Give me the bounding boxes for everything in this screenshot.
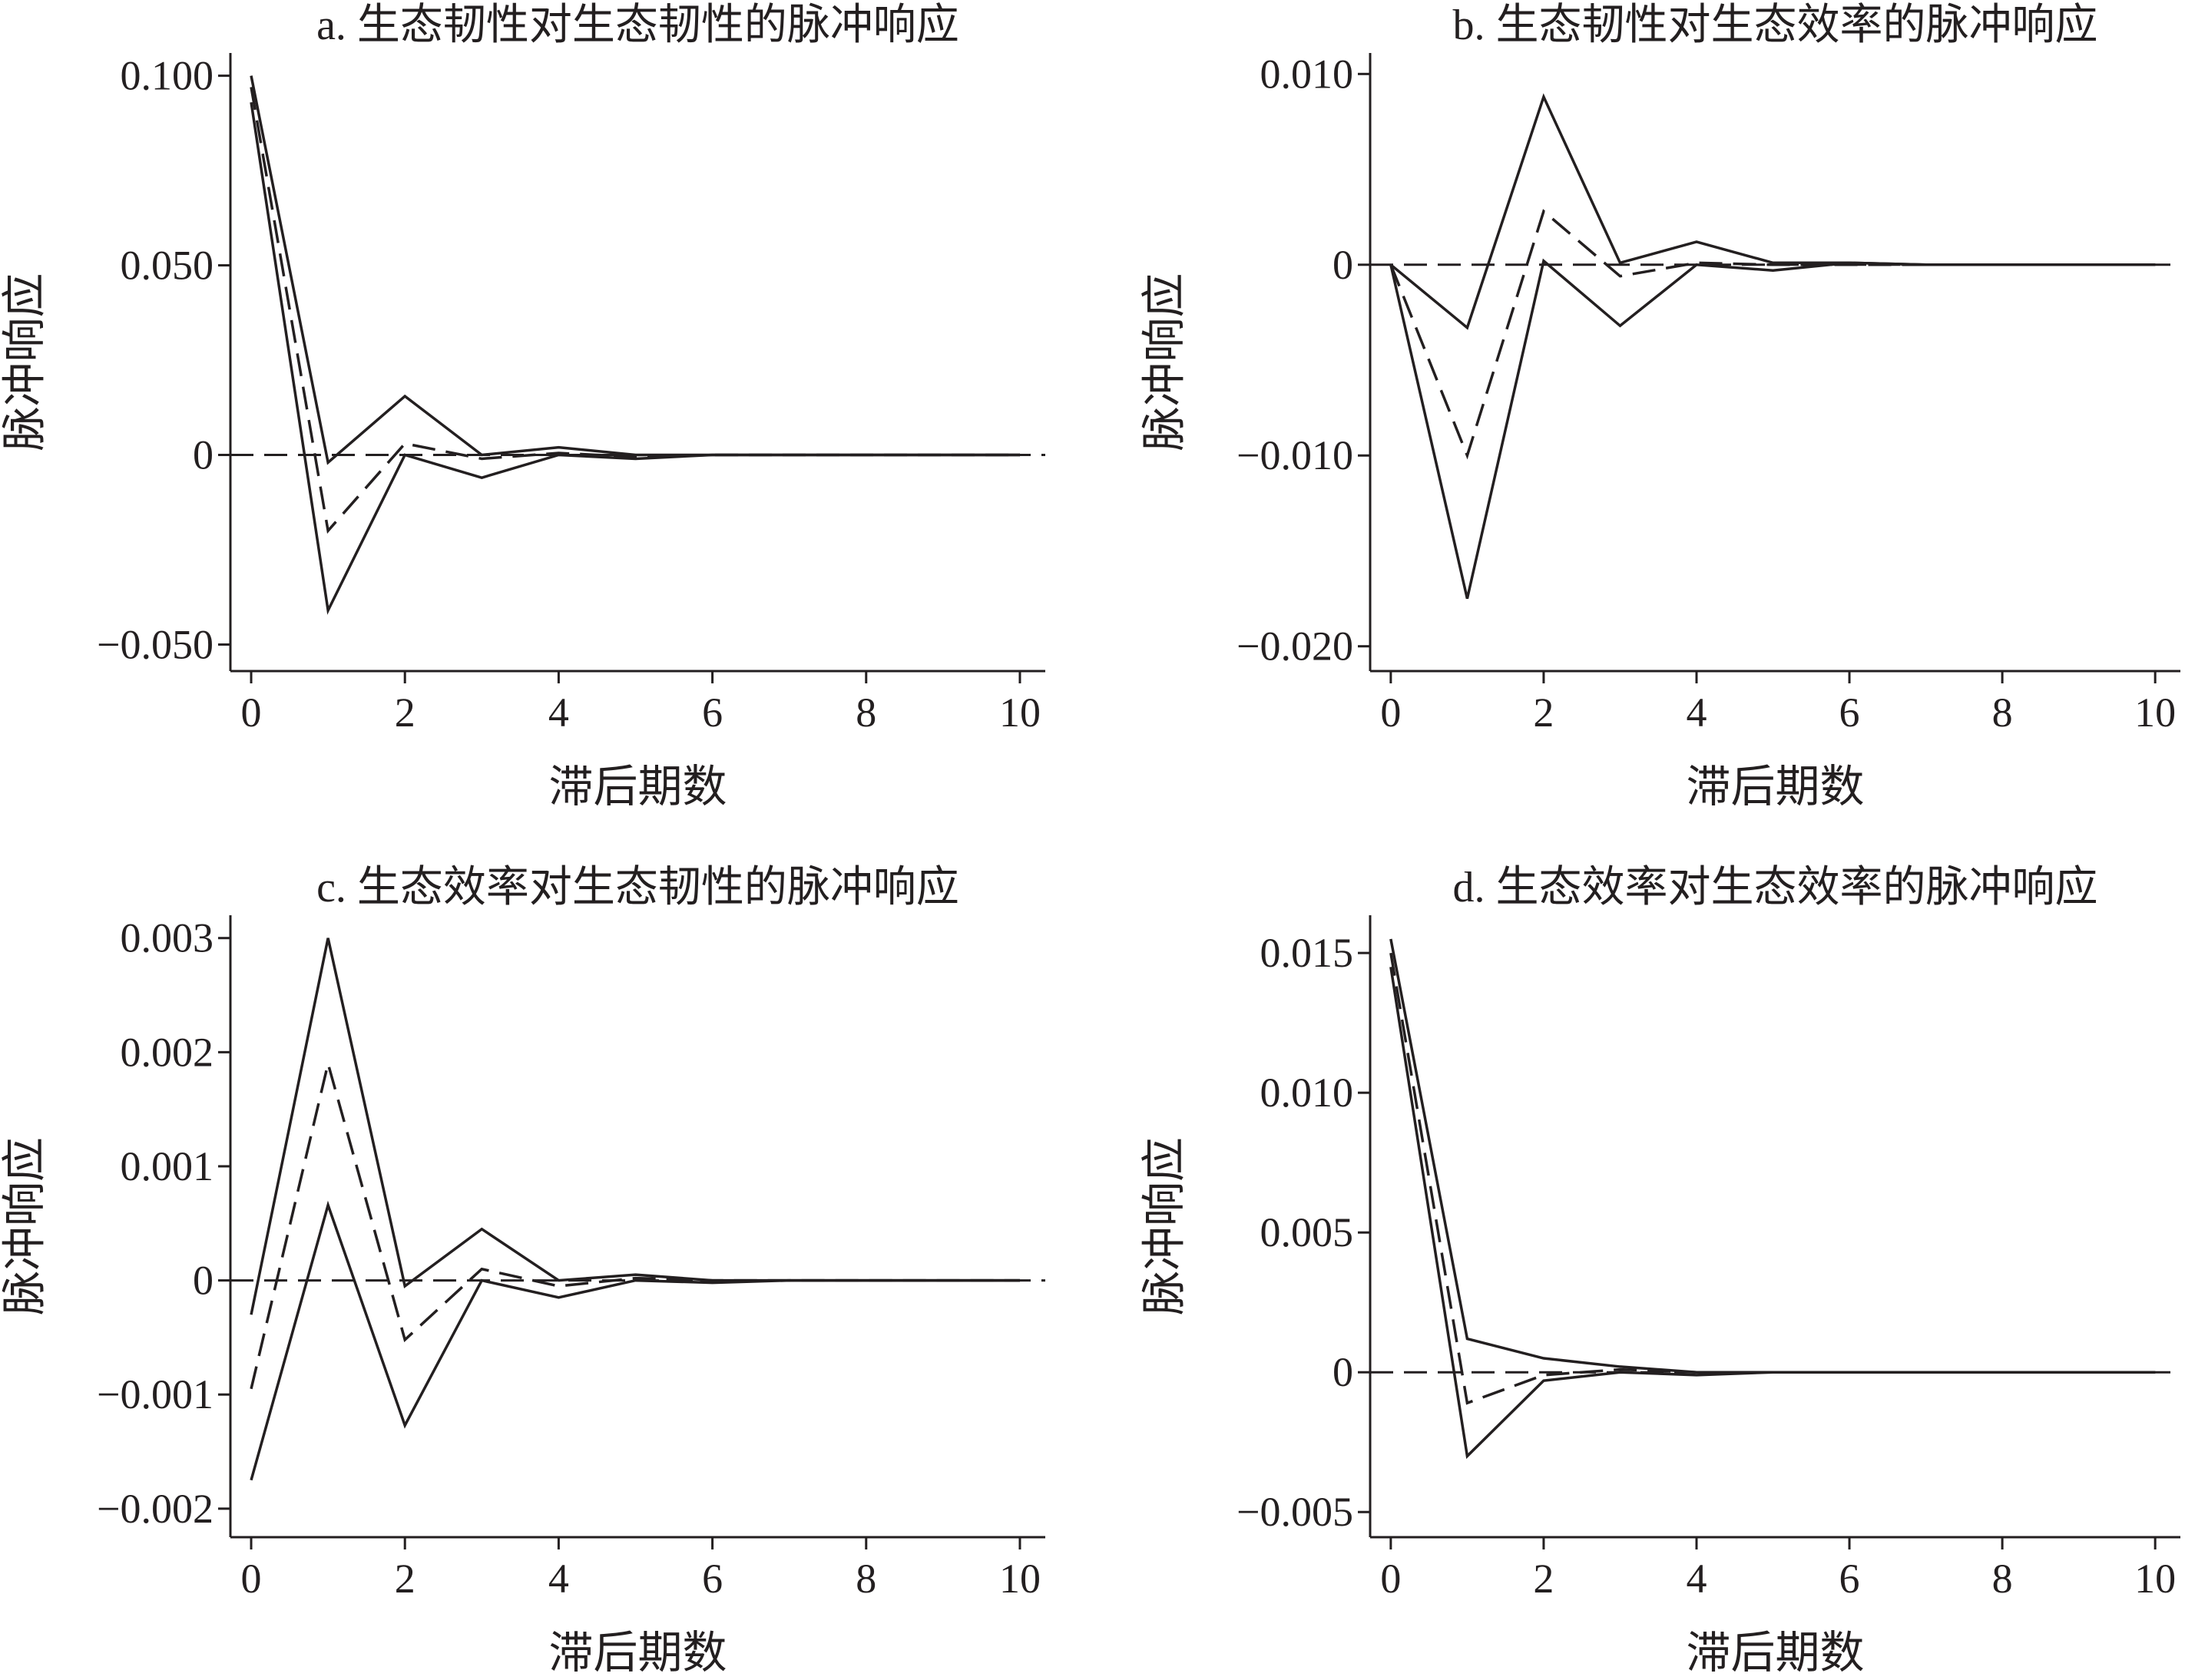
y-tick-label: 0.050 bbox=[121, 243, 214, 289]
x-tick-label: 10 bbox=[2134, 1556, 2176, 1602]
x-axis-label: 滞后期数 bbox=[1686, 762, 1864, 812]
series-line bbox=[1389, 209, 2156, 460]
x-tick-label: 8 bbox=[1992, 690, 2013, 736]
y-tick-label: 0.010 bbox=[1260, 1070, 1354, 1116]
y-tick-label: 0.005 bbox=[1260, 1209, 1354, 1255]
x-tick-label: 2 bbox=[1533, 1556, 1554, 1602]
y-tick-label: −0.002 bbox=[97, 1486, 214, 1532]
x-tick-label: 0 bbox=[241, 690, 262, 736]
y-tick-label: 0 bbox=[1333, 242, 1353, 288]
y-tick-label: −0.005 bbox=[1237, 1489, 1353, 1535]
series-line bbox=[1389, 952, 2156, 1405]
series-line bbox=[1389, 967, 2156, 1460]
series-line bbox=[1389, 938, 2156, 1374]
x-tick-label: 6 bbox=[1839, 690, 1860, 736]
series-line bbox=[250, 1200, 1020, 1481]
x-tick-label: 2 bbox=[395, 1556, 415, 1602]
x-tick-label: 10 bbox=[999, 1556, 1041, 1602]
chart-title: b. 生态韧性对生态效率的脉冲响应 bbox=[1453, 2, 2098, 49]
series-line bbox=[250, 101, 1020, 615]
panel: c. 生态效率对生态韧性的脉冲响应 −0.002 −0.001 0 0.001 0.002… bbox=[0, 864, 1045, 1678]
x-tick-label: 10 bbox=[2134, 690, 2176, 736]
y-tick-label: −0.010 bbox=[1237, 432, 1353, 478]
x-tick-label: 2 bbox=[395, 690, 415, 736]
x-tick-label: 0 bbox=[1380, 1556, 1401, 1602]
panel: b. 生态韧性对生态效率的脉冲响应 −0.020 −0.010 0 0.010 0 2 4 6 8… bbox=[1139, 2, 2180, 812]
y-axis-label: 脉冲响应 bbox=[1139, 273, 1189, 451]
x-axis-label: 滞后期数 bbox=[548, 762, 727, 812]
panel: a. 生态韧性对生态韧性的脉冲响应 −0.050 0 0.050 0.100 0 2 4 6 8 1… bbox=[0, 2, 1045, 812]
y-tick-label: 0.015 bbox=[1260, 930, 1354, 976]
x-tick-label: 2 bbox=[1533, 690, 1554, 736]
series-line bbox=[250, 75, 1020, 465]
chart-title: a. 生态韧性对生态韧性的脉冲响应 bbox=[316, 2, 959, 49]
x-tick-label: 0 bbox=[241, 1556, 262, 1602]
y-axis-label: 脉冲响应 bbox=[0, 273, 49, 451]
y-axis-label: 脉冲响应 bbox=[1139, 1137, 1189, 1315]
x-tick-label: 4 bbox=[1686, 690, 1707, 736]
x-tick-label: 8 bbox=[1992, 1556, 2013, 1602]
chart-title: d. 生态效率对生态效率的脉冲响应 bbox=[1453, 864, 2098, 911]
x-tick-label: 8 bbox=[856, 690, 876, 736]
x-tick-label: 6 bbox=[702, 690, 723, 736]
x-tick-label: 6 bbox=[1839, 1556, 1860, 1602]
y-tick-label: 0.100 bbox=[121, 53, 214, 99]
y-axis-label: 脉冲响应 bbox=[0, 1137, 49, 1315]
y-tick-label: 0 bbox=[193, 432, 214, 478]
x-tick-label: 4 bbox=[548, 1556, 569, 1602]
panel: d. 生态效率对生态效率的脉冲响应 −0.005 0 0.005 0.010 0.015 0… bbox=[1139, 864, 2180, 1678]
y-tick-label: 0 bbox=[1333, 1349, 1353, 1395]
x-tick-label: 4 bbox=[1686, 1556, 1707, 1602]
y-tick-label: −0.020 bbox=[1237, 623, 1353, 670]
y-tick-label: −0.050 bbox=[97, 621, 214, 667]
x-axis-label: 滞后期数 bbox=[548, 1628, 727, 1676]
x-tick-label: 10 bbox=[999, 690, 1041, 736]
y-tick-label: 0.002 bbox=[121, 1029, 214, 1075]
x-tick-label: 6 bbox=[702, 1556, 723, 1602]
x-tick-label: 8 bbox=[856, 1556, 876, 1602]
series-line bbox=[250, 87, 1020, 534]
x-tick-label: 4 bbox=[548, 690, 569, 736]
y-tick-label: −0.001 bbox=[97, 1371, 214, 1417]
series-line bbox=[250, 938, 1020, 1315]
y-tick-label: 0.001 bbox=[121, 1143, 214, 1189]
x-axis-label: 滞后期数 bbox=[1686, 1628, 1864, 1676]
series-line bbox=[1389, 93, 2156, 330]
y-tick-label: 0.010 bbox=[1260, 51, 1354, 97]
y-tick-label: 0.003 bbox=[121, 915, 214, 961]
series-line bbox=[1389, 258, 2156, 599]
y-tick-label: 0 bbox=[193, 1258, 214, 1304]
x-tick-label: 0 bbox=[1380, 690, 1401, 736]
chart-title: c. 生态效率对生态韧性的脉冲响应 bbox=[316, 864, 959, 911]
